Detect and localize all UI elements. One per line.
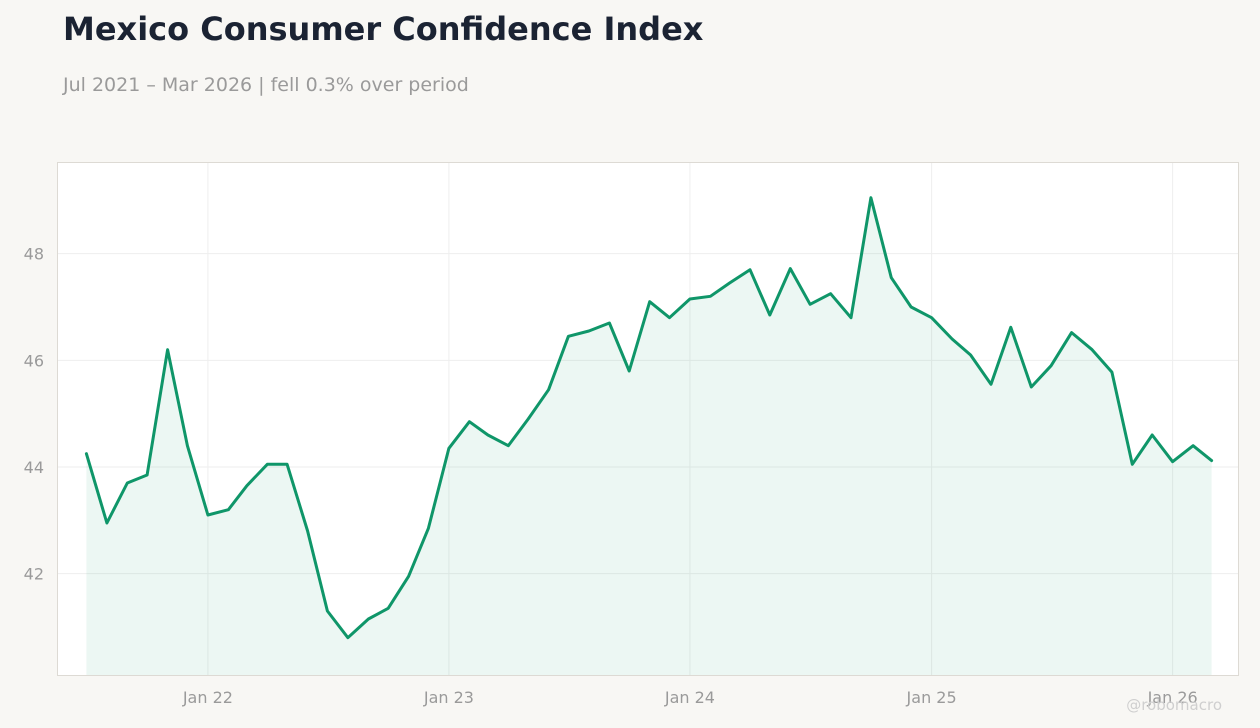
series-line-layer xyxy=(84,196,1214,640)
y-tick-label: 48 xyxy=(24,245,44,264)
chart-title: Mexico Consumer Confidence Index xyxy=(63,10,704,48)
y-axis: 42 44 46 48 xyxy=(24,245,44,584)
plot-area xyxy=(57,162,1239,676)
y-tick-label: 44 xyxy=(24,458,44,477)
watermark: @robomacro xyxy=(1126,696,1222,714)
series-line xyxy=(84,196,1214,640)
x-tick-label: Jan 23 xyxy=(423,688,474,707)
chart-subtitle: Jul 2021 – Mar 2026 | fell 0.3% over per… xyxy=(63,74,469,96)
y-tick-label: 46 xyxy=(24,351,44,370)
y-tick-label: 42 xyxy=(24,565,44,584)
x-tick-label: Jan 25 xyxy=(906,688,957,707)
x-tick-label: Jan 26 xyxy=(1147,688,1198,707)
x-tick-label: Jan 24 xyxy=(664,688,715,707)
x-axis: Jan 22 Jan 23 Jan 24 Jan 25 Jan 26 xyxy=(182,688,1198,707)
x-tick-label: Jan 22 xyxy=(182,688,233,707)
grid-lines xyxy=(58,163,1238,675)
